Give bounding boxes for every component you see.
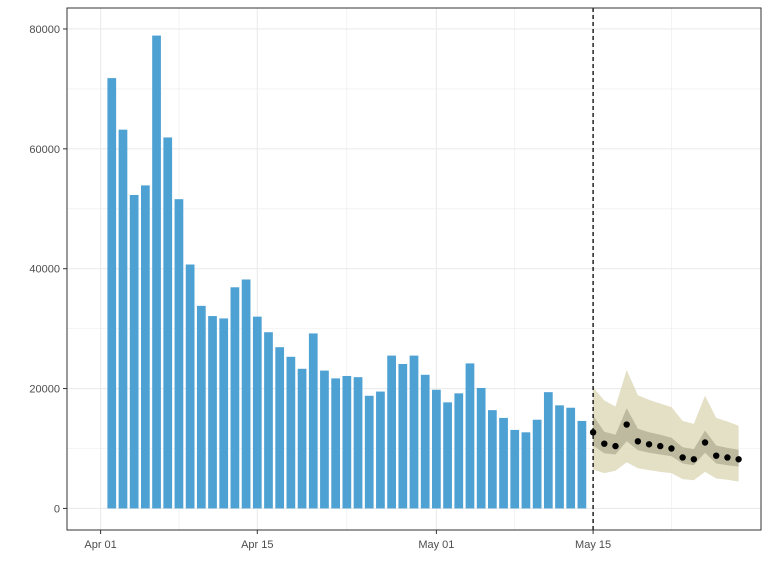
bar [129, 194, 139, 509]
x-tick-label: May 15 [575, 539, 611, 551]
bar [275, 347, 285, 509]
bar [432, 389, 441, 509]
y-tick-label: 40000 [29, 264, 60, 276]
bar [543, 392, 553, 509]
bar [387, 355, 396, 509]
bar [174, 199, 184, 509]
bar [420, 374, 430, 509]
y-tick-label: 0 [54, 503, 60, 515]
bar [331, 378, 341, 509]
bar [308, 333, 318, 509]
bar [409, 355, 419, 509]
bar [219, 318, 229, 509]
bar [140, 185, 150, 509]
forecast-point [701, 439, 709, 446]
forecast-point [634, 438, 642, 445]
bar [465, 363, 475, 509]
x-tick-label: May 01 [418, 539, 454, 551]
bar [499, 417, 508, 509]
x-tick-label: Apr 15 [241, 539, 273, 551]
bar [107, 78, 117, 509]
bar [320, 370, 329, 509]
x-tick-label: Apr 01 [84, 539, 116, 551]
bar [152, 35, 161, 509]
bar [118, 129, 128, 509]
bar [208, 316, 217, 509]
bar [264, 332, 273, 509]
y-tick-label: 60000 [29, 144, 60, 156]
forecast-point [657, 442, 664, 450]
forecast-point [612, 442, 619, 450]
bar-series [107, 35, 587, 509]
bar [476, 387, 486, 509]
bar [566, 407, 576, 509]
bar [342, 375, 352, 509]
bar [398, 363, 408, 509]
bar [555, 405, 564, 509]
bar [297, 368, 307, 509]
forecast-point [735, 456, 742, 463]
bar [521, 432, 531, 509]
bar [163, 137, 173, 509]
forecast-point [645, 441, 653, 448]
bar [230, 287, 240, 509]
inner-interval-band [593, 408, 739, 467]
forecast-point [679, 454, 686, 461]
forecast-point [589, 429, 597, 436]
y-tick-label: 80000 [29, 24, 60, 36]
bar [443, 402, 452, 509]
bar [241, 279, 251, 509]
bar [196, 305, 206, 509]
bar [376, 391, 385, 509]
bar [252, 316, 262, 509]
forecast-point [601, 440, 608, 447]
forecast-point [713, 452, 720, 459]
forecast-points [589, 421, 742, 463]
bar [286, 356, 296, 509]
bar [353, 377, 363, 509]
bar [577, 420, 587, 509]
forecast-point [623, 421, 630, 428]
bar [185, 264, 195, 509]
axes: 0 20000 40000 60000 80000 Apr 01 Apr 15 May 01 M… [29, 24, 611, 551]
forecast-bands [593, 370, 739, 482]
bar [510, 429, 520, 509]
bar [364, 395, 374, 509]
bar [532, 419, 542, 509]
y-tick-label: 20000 [29, 384, 60, 396]
forecast-point [690, 456, 698, 463]
forecast-point [724, 454, 731, 461]
bar [454, 393, 464, 509]
bar [487, 410, 497, 509]
forecast-point [668, 445, 675, 452]
